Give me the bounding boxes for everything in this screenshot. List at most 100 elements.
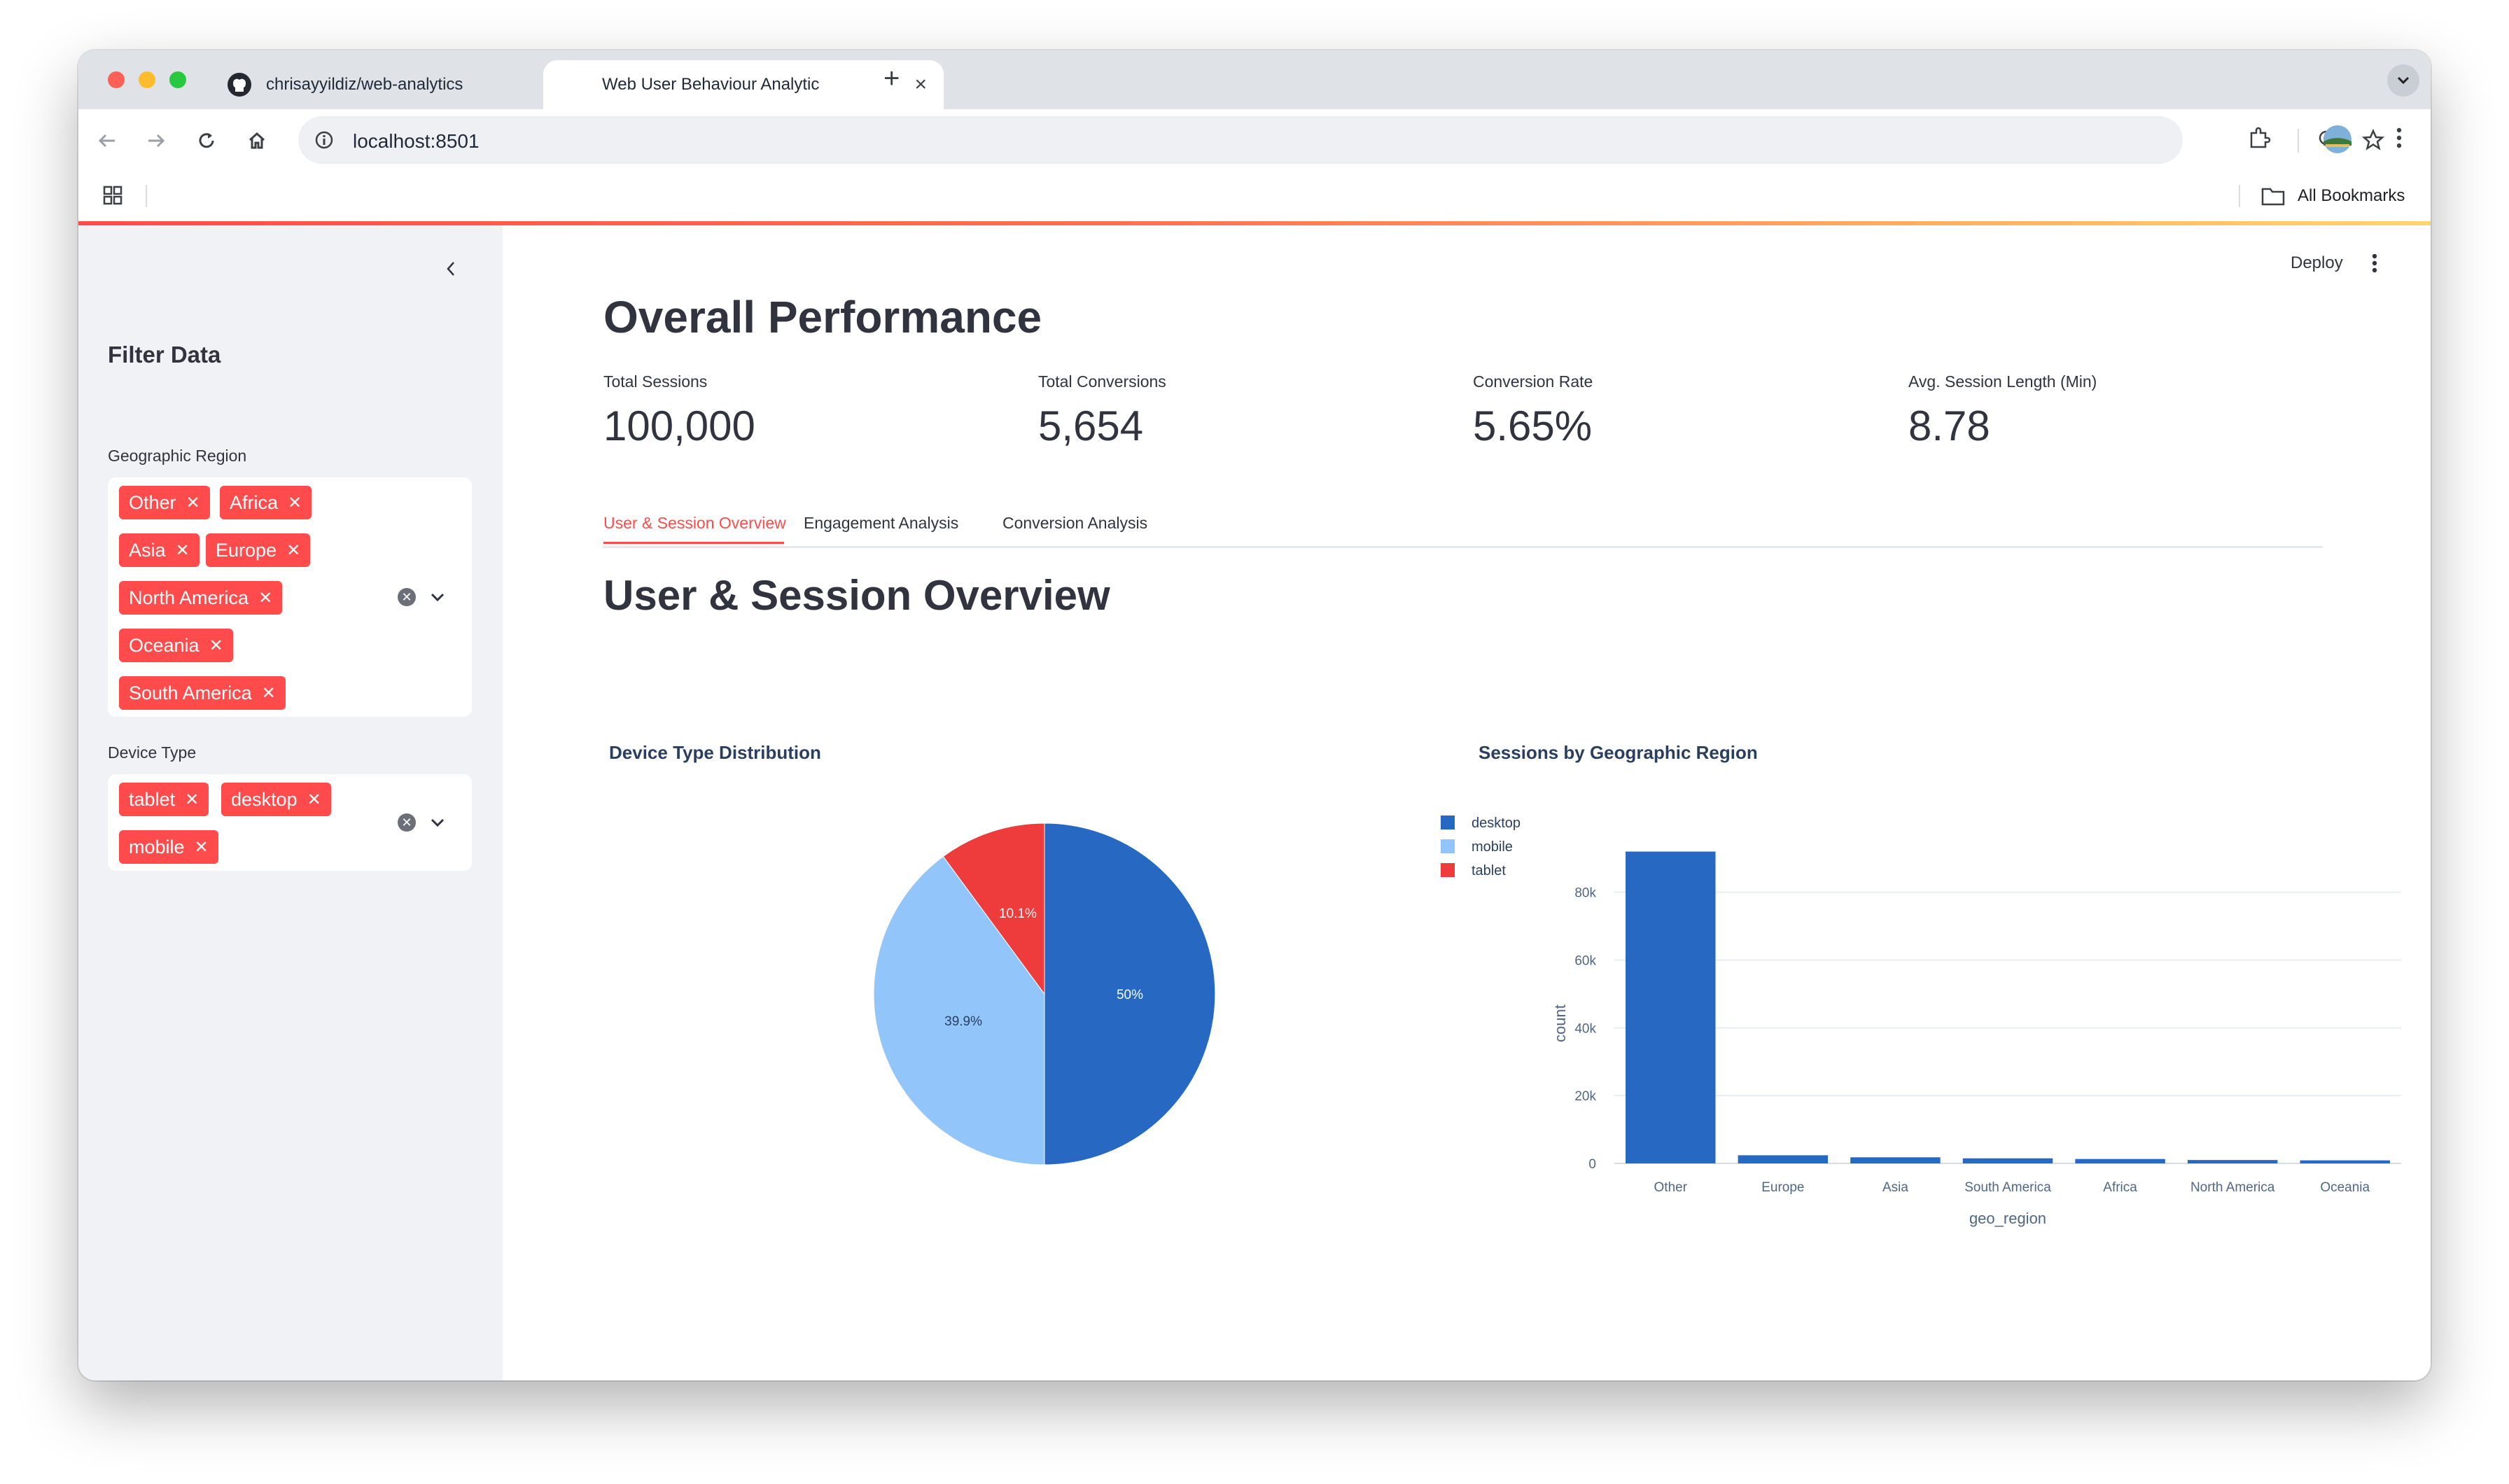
chip-oceania[interactable]: Oceania ✕	[119, 629, 233, 662]
remove-icon[interactable]: ✕	[288, 493, 302, 512]
x-tick-label: Africa	[2103, 1180, 2137, 1195]
remove-icon[interactable]: ✕	[258, 588, 273, 608]
chip-label: Europe	[216, 539, 277, 561]
deploy-button[interactable]: Deploy	[2291, 253, 2343, 272]
chip-label: Africa	[230, 491, 279, 513]
remove-icon[interactable]: ✕	[185, 790, 200, 809]
device-type-multiselect[interactable]: tablet ✕ desktop ✕ mobile ✕ ✕	[108, 774, 472, 871]
metric-value: 100,000	[603, 402, 755, 449]
sidebar: Filter Data Geographic Region Other ✕ Afr…	[78, 225, 503, 1380]
browser-menu-icon[interactable]	[2396, 126, 2403, 150]
remove-icon[interactable]: ✕	[286, 540, 301, 560]
reload-button[interactable]	[192, 126, 221, 155]
dropdown-chevron-icon[interactable]	[428, 813, 447, 832]
y-tick-label: 0	[1588, 1157, 1596, 1172]
chip-label: North America	[129, 587, 249, 608]
bar-europe[interactable]	[1738, 1155, 1829, 1163]
metric-label: Total Conversions	[1038, 372, 1166, 391]
remove-icon[interactable]: ✕	[261, 683, 276, 703]
tab-close-icon[interactable]: ×	[914, 73, 927, 96]
tab-strip: chrisayyildiz/web-analytics × Web User B…	[78, 50, 2431, 109]
chip-desktop[interactable]: desktop ✕	[221, 783, 331, 816]
legend-item-mobile[interactable]: mobile	[1472, 839, 1513, 855]
back-button[interactable]	[92, 126, 122, 155]
bar-chart-title: Sessions by Geographic Region	[1479, 742, 1758, 763]
chip-tablet[interactable]: tablet ✕	[119, 783, 209, 816]
chip-africa[interactable]: Africa ✕	[220, 486, 312, 519]
active-tab-indicator	[603, 542, 784, 544]
tab-search-button[interactable]	[2387, 64, 2419, 97]
x-tick-label: Oceania	[2320, 1180, 2370, 1195]
address-bar[interactable]: localhost:8501	[298, 116, 2385, 164]
chip-europe[interactable]: Europe ✕	[206, 533, 311, 567]
collapse-sidebar-button[interactable]	[435, 253, 466, 284]
chip-mobile[interactable]: mobile ✕	[119, 830, 218, 864]
chevron-down-icon	[2397, 76, 2410, 85]
geo-region-multiselect[interactable]: Other ✕ Africa ✕ Asia ✕ Europe ✕ North Ameri…	[108, 477, 472, 717]
x-tick-label: South America	[1964, 1180, 2051, 1195]
remove-icon[interactable]: ✕	[194, 837, 209, 857]
bar-other[interactable]	[1626, 851, 1716, 1163]
browser-tab-github[interactable]: chrisayyildiz/web-analytics ×	[207, 60, 609, 109]
browser-toolbar: localhost:8501	[78, 109, 2431, 172]
browser-window: chrisayyildiz/web-analytics × Web User B…	[78, 50, 2431, 1380]
blank-page-icon	[563, 72, 588, 97]
browser-tab-active[interactable]: Web User Behaviour Analytic ×	[543, 60, 944, 109]
chip-north-america[interactable]: North America ✕	[119, 581, 283, 615]
home-button[interactable]	[242, 126, 272, 155]
maximize-window-button[interactable]	[169, 71, 186, 88]
device-type-pie-chart[interactable]: 50% 39.9% 10.1% desktop mobile tablet	[503, 225, 2431, 1380]
tab-user-session-overview[interactable]: User & Session Overview	[603, 514, 786, 532]
remove-icon[interactable]: ✕	[209, 636, 223, 655]
section-tabs: User & Session Overview Engagement Analy…	[603, 503, 2323, 548]
metric-label: Avg. Session Length (Min)	[1908, 372, 2097, 391]
remove-icon[interactable]: ✕	[175, 540, 190, 560]
pie-slice-desktop[interactable]	[1044, 822, 1216, 1166]
chip-asia[interactable]: Asia ✕	[119, 533, 200, 567]
all-bookmarks-link[interactable]: All Bookmarks	[2298, 186, 2405, 205]
remove-icon[interactable]: ✕	[186, 493, 200, 512]
section-title: User & Session Overview	[603, 572, 1110, 619]
extensions-icon[interactable]	[2247, 126, 2271, 150]
chip-other[interactable]: Other ✕	[119, 486, 210, 519]
apps-grid-icon[interactable]	[102, 185, 123, 206]
new-tab-button[interactable]: +	[883, 63, 900, 94]
url-text[interactable]: localhost:8501	[353, 130, 480, 152]
close-window-button[interactable]	[108, 71, 125, 88]
forward-button[interactable]	[141, 126, 171, 155]
pie-slice-tablet[interactable]	[942, 822, 1045, 995]
sessions-by-region-bar-chart[interactable]: 0 20k 40k 60k 80k Other Europe Asia South Americ…	[503, 225, 2431, 1380]
metric-label: Total Sessions	[603, 372, 708, 391]
chip-label: Asia	[129, 539, 166, 561]
bar-africa[interactable]	[2075, 1158, 2165, 1163]
chip-label: mobile	[129, 836, 185, 858]
remove-icon[interactable]: ✕	[307, 790, 321, 809]
clear-all-icon[interactable]: ✕	[398, 588, 416, 606]
pie-chart-title: Device Type Distribution	[609, 742, 821, 763]
minimize-window-button[interactable]	[139, 71, 155, 88]
pie-slice-mobile[interactable]	[873, 855, 1045, 1166]
legend-item-tablet[interactable]: tablet	[1472, 863, 1506, 878]
arrow-left-icon	[98, 134, 115, 148]
legend-item-desktop[interactable]: desktop	[1472, 816, 1521, 831]
app-menu-button[interactable]	[2365, 249, 2384, 277]
clear-all-icon[interactable]: ✕	[398, 813, 416, 832]
bookmark-star-icon[interactable]	[2361, 128, 2385, 151]
bookmarks-divider	[146, 185, 147, 207]
x-tick-label: Other	[1654, 1180, 1688, 1195]
bar-asia[interactable]	[1850, 1157, 1941, 1163]
tab-conversion-analysis[interactable]: Conversion Analysis	[1002, 514, 1148, 532]
tab-engagement-analysis[interactable]: Engagement Analysis	[804, 514, 959, 532]
chip-label: tablet	[129, 788, 176, 810]
site-info-icon[interactable]	[314, 130, 335, 150]
tab-title: Web User Behaviour Analytic	[602, 75, 820, 94]
chip-south-america[interactable]: South America ✕	[119, 676, 286, 710]
bar-south-america[interactable]	[1962, 1158, 2053, 1163]
bookmarks-bar: All Bookmarks	[78, 172, 2431, 220]
legend-swatch	[1441, 863, 1455, 877]
profile-avatar[interactable]	[2323, 125, 2352, 154]
bar-north-america[interactable]	[2187, 1160, 2278, 1163]
y-tick-label: 80k	[1574, 886, 1596, 901]
dropdown-chevron-icon[interactable]	[428, 588, 447, 606]
bar-oceania[interactable]	[2300, 1160, 2390, 1163]
